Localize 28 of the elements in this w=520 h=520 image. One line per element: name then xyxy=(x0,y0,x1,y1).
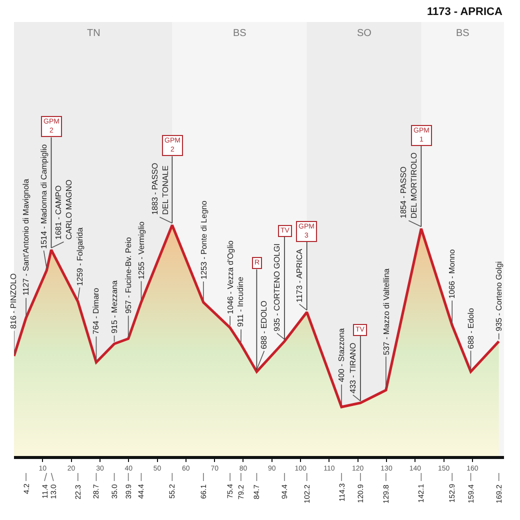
data-label: 935 - Corteno Golgi xyxy=(494,261,504,332)
data-label: 537 - Mazzo di Valtellina xyxy=(382,268,391,356)
data-label: 433 - TIRANO xyxy=(348,342,358,394)
data-label: 1681 - CAMPO CARLO MAGNO xyxy=(54,180,74,240)
data-label: 764 - Dimaro xyxy=(91,287,100,334)
data-label: 688 - Edolo xyxy=(466,308,476,349)
data-label: 400 - Stazzona xyxy=(336,328,346,382)
data-label: 915 - Mezzana xyxy=(110,280,120,334)
data-label: 1854 - PASSO DEL MORTIROLO xyxy=(399,152,418,218)
data-label: 1514 - Madonna di Campiglio xyxy=(40,144,49,249)
data-label: 911 - Incudine xyxy=(236,276,246,327)
band-label: TN xyxy=(87,28,100,39)
data-label: 816 - PINZOLO xyxy=(9,273,18,329)
band-label: SO xyxy=(357,28,372,39)
data-label: 1255 - Vermiglio xyxy=(137,221,146,280)
data-label: 935 - CORTENO GOLGI xyxy=(272,243,282,332)
data-label: 1127 - Sant'Antonio di Mavignola xyxy=(22,178,31,296)
data-label: 688 - EDOLO xyxy=(259,300,268,350)
band-label: BS xyxy=(456,28,470,39)
data-label: 1046 - Vezza d'Oglio xyxy=(226,240,236,314)
data-label: 1066 - Monno xyxy=(448,248,457,299)
data-label: 957 - Fucine-Bv. Peio xyxy=(124,236,134,314)
data-label: 1259 - Folgarida xyxy=(76,227,85,286)
data-label: 1883 - PASSO DEL TONALE xyxy=(150,162,170,215)
band-label: BS xyxy=(233,28,247,39)
text: 1173 - APRICA xyxy=(427,6,502,18)
data-label: 1173 - APRICA xyxy=(295,248,304,303)
data-label: 1253 - Ponte di Legno xyxy=(199,200,208,280)
